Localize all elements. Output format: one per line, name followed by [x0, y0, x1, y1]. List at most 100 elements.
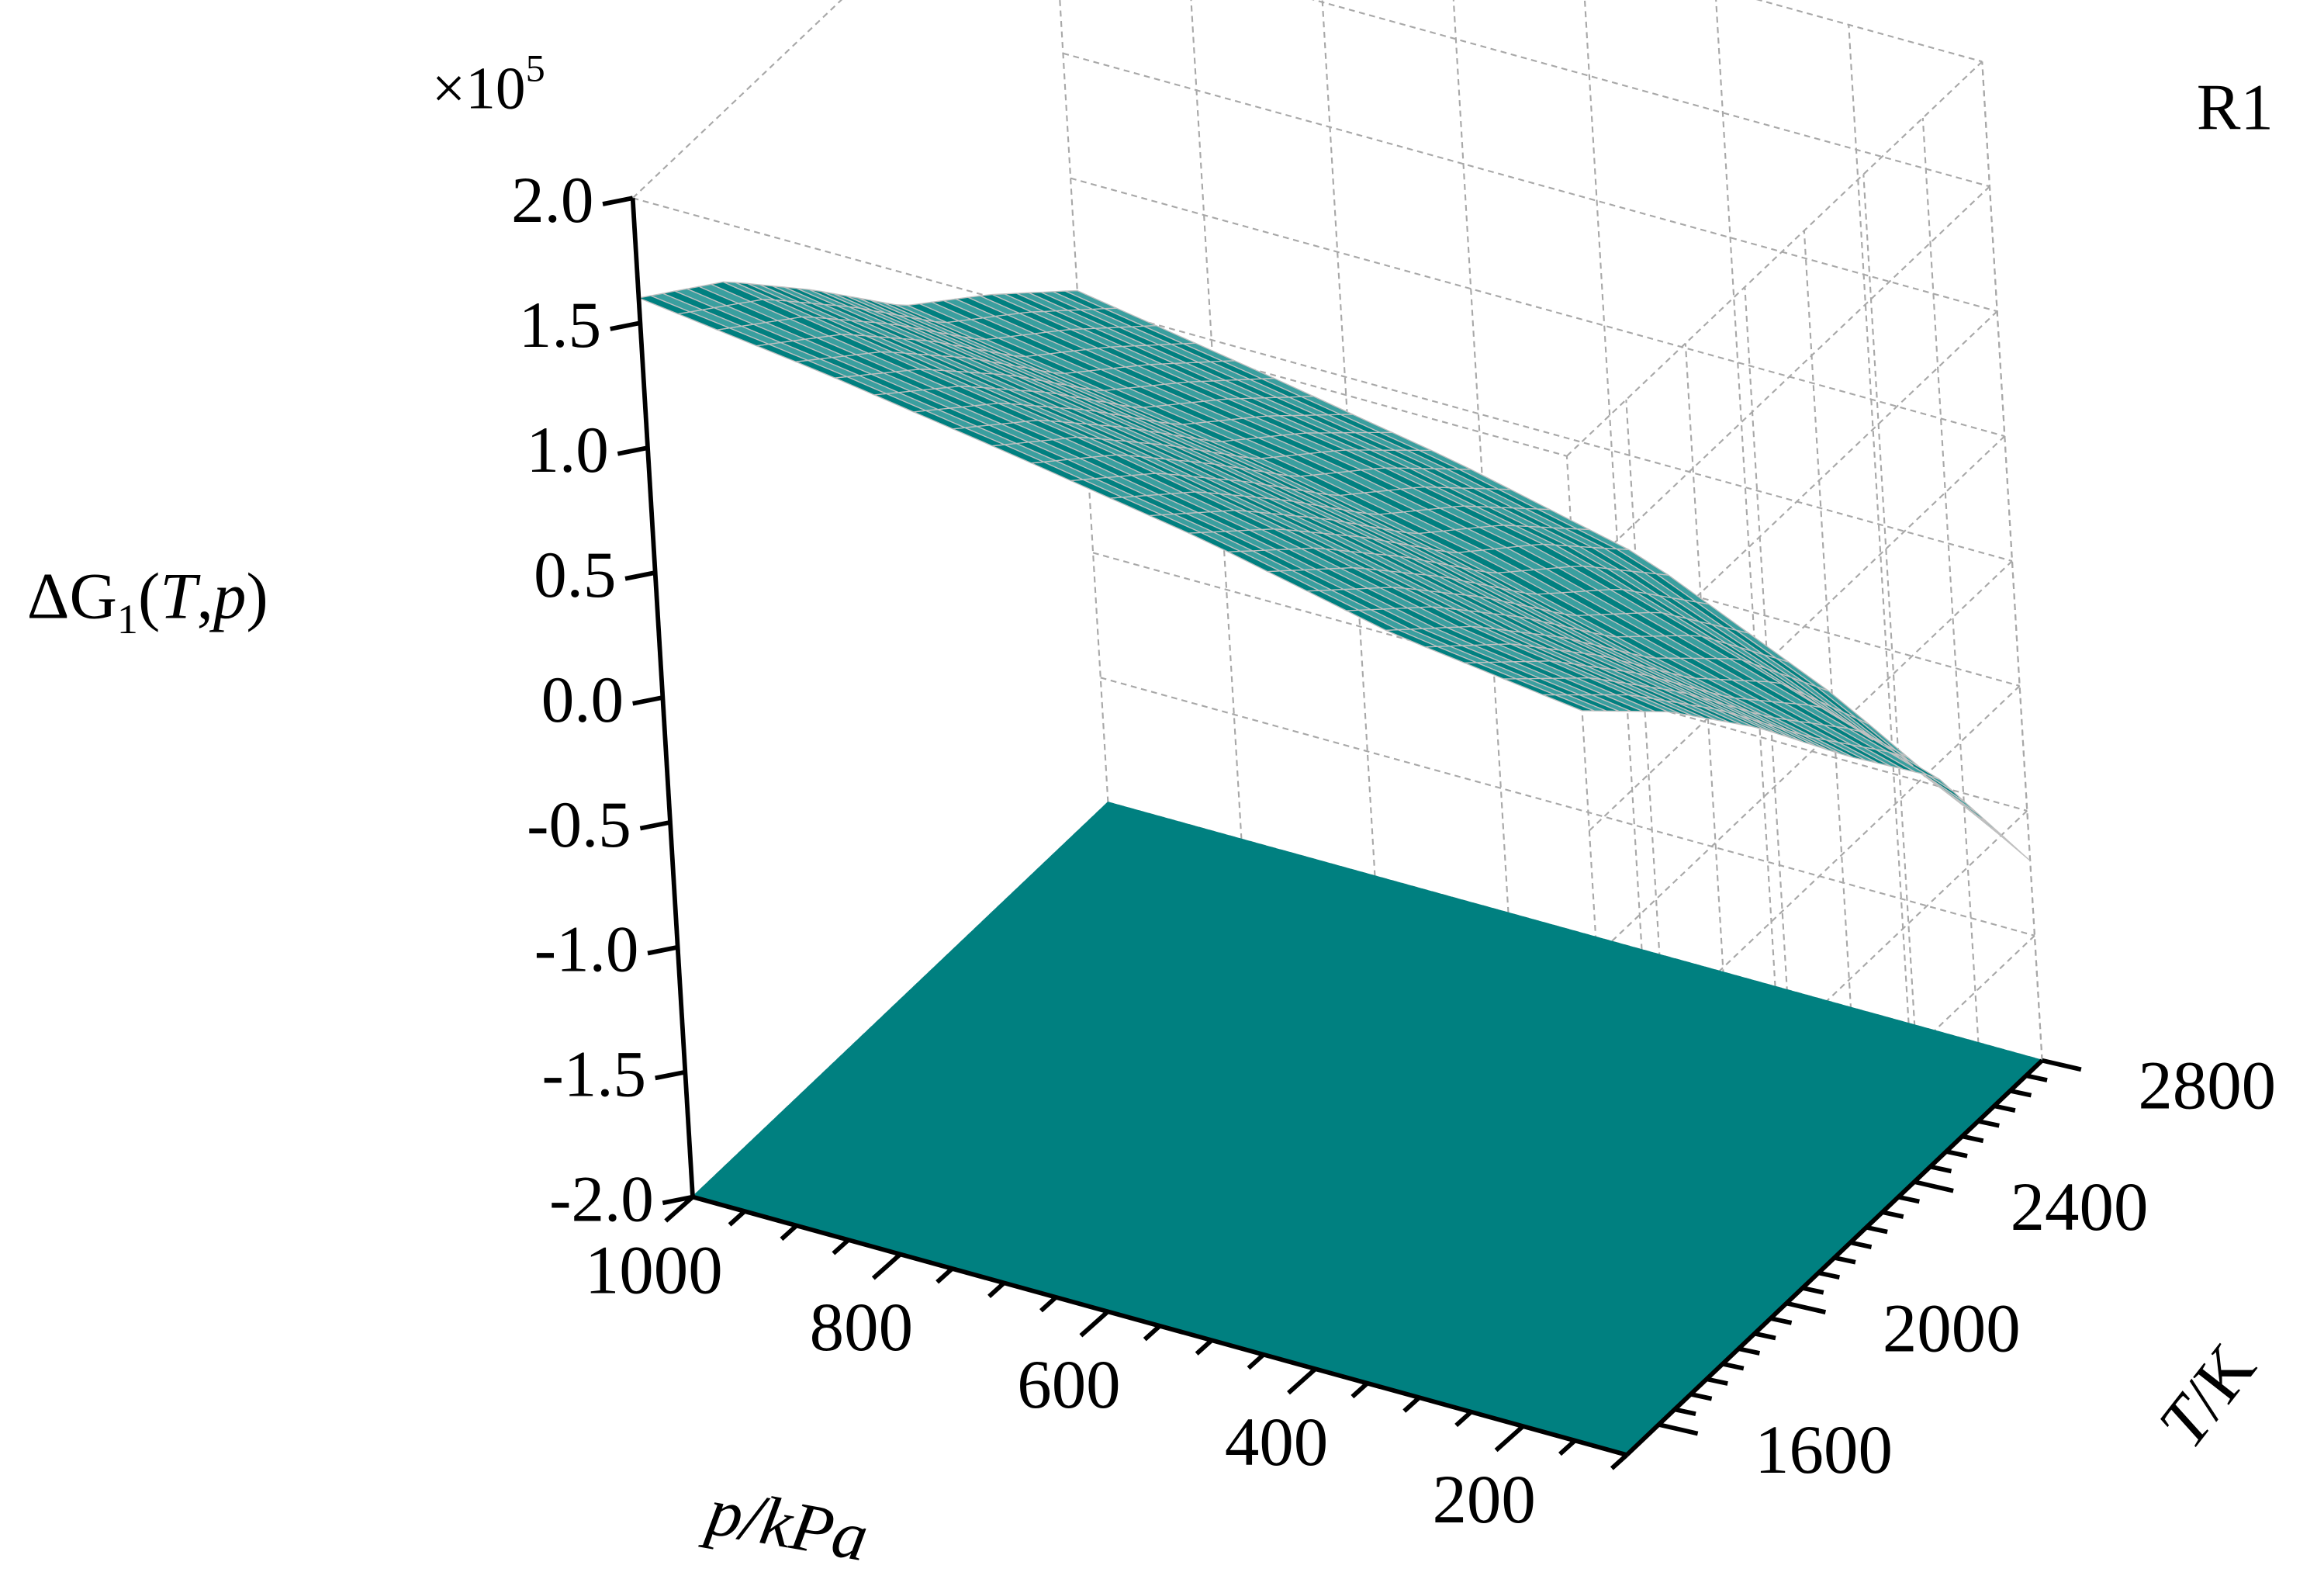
z-tick-label: 2.0 [511, 164, 593, 237]
z-tick-mark [602, 196, 634, 206]
side-wall-gridline [1190, 0, 1243, 840]
t-tick-mark [1738, 1346, 1761, 1356]
z-tick-mark [617, 445, 648, 456]
back-wall-gridline [1803, 230, 1866, 1230]
p-tick-label: 1000 [585, 1232, 723, 1308]
top-edge [631, 0, 843, 199]
p-tick-label: 600 [1017, 1347, 1120, 1423]
z-tick-label: -1.0 [534, 913, 639, 986]
t-tick-mark [1769, 1316, 1793, 1325]
z-multiplier-base: ×10 [432, 54, 526, 121]
z-tick-label: -1.5 [541, 1038, 646, 1111]
t-tick-mark [2009, 1088, 2032, 1098]
t-tick-mark [1722, 1361, 1745, 1371]
t-tick-mark [1897, 1194, 1920, 1204]
p-tick-mark [728, 1209, 746, 1227]
side-wall-gridline [1715, 0, 1776, 987]
p-tick-mark [1350, 1381, 1369, 1399]
t-tick-label: 2800 [2138, 1048, 2276, 1124]
z-axis-label: ΔG1(T,p) [27, 559, 268, 642]
p-tick-mark [1143, 1324, 1162, 1342]
t-tick-mark [1802, 1286, 1824, 1295]
p-tick-label: 400 [1225, 1404, 1328, 1480]
z-tick-mark [662, 1194, 693, 1206]
t-tick-label: 1600 [1755, 1412, 1893, 1488]
p-tick-label: 200 [1432, 1462, 1535, 1538]
p-tick-mark [1039, 1295, 1058, 1313]
p-tick-mark [1454, 1410, 1473, 1428]
back-wall-gridline [1566, 61, 1983, 457]
side-wall-gridline [1981, 61, 2043, 1061]
t-tick-mark [1706, 1377, 1728, 1386]
z-tick-mark [610, 320, 641, 331]
z-label-p: p [209, 559, 247, 632]
p-tick-mark [1610, 1453, 1629, 1470]
back-wall-gridline [1744, 286, 1806, 1287]
back-wall-gridline [1862, 174, 1925, 1173]
t-tick-mark [1674, 1407, 1696, 1417]
side-wall-gridline [1311, 0, 1990, 188]
p-tick-mark [1195, 1338, 1213, 1356]
t-tick-label: 2000 [1883, 1290, 2021, 1366]
z-tick-mark [639, 819, 671, 831]
side-wall-gridline [1583, 0, 1643, 951]
surface-cell [637, 295, 692, 315]
t-axis-label: T/K [2144, 1330, 2270, 1461]
panel-label: R1 [2197, 71, 2274, 144]
t-tick-label: 2400 [2011, 1169, 2149, 1245]
t-tick-mark [1962, 1134, 1984, 1144]
back-wall-gridline [1684, 343, 1747, 1342]
z-tick-label: 0.0 [541, 663, 624, 736]
side-wall-gridline [1063, 52, 1997, 313]
p-tick-mark [1247, 1352, 1265, 1370]
z-label-close: ) [246, 559, 268, 632]
t-tick-mark [2025, 1073, 2048, 1082]
t-tick-mark [1817, 1270, 1840, 1280]
z-multiplier-exp: 5 [526, 47, 545, 90]
side-wall-gridline [1100, 677, 2035, 937]
t-tick-mark [1834, 1255, 1856, 1265]
t-tick-mark [1914, 1179, 1954, 1193]
p-tick-label: 800 [810, 1290, 913, 1366]
p-tick-mark [871, 1252, 902, 1280]
side-wall-gridline [1452, 0, 1510, 913]
t-tick-mark [1786, 1300, 1827, 1314]
z-tick-label: 1.5 [519, 289, 601, 362]
t-tick-mark [1658, 1422, 1699, 1436]
t-tick-mark [1689, 1392, 1713, 1401]
z-tick-mark [632, 695, 663, 706]
z-tick-mark [655, 1069, 686, 1081]
back-wall-gridline [1573, 185, 1990, 582]
z-multiplier: ×105 [432, 47, 545, 122]
t-tick-mark [1945, 1149, 1968, 1158]
side-wall-gridline [1755, 0, 1983, 63]
p-tick-mark [1494, 1424, 1525, 1453]
surface-plot [637, 281, 2031, 861]
p-tick-mark [1558, 1439, 1577, 1456]
z-label-comma: , [197, 559, 213, 632]
z-label-main: ΔG [27, 559, 117, 632]
side-wall-gridline [1848, 24, 1910, 1024]
p-tick-mark [1079, 1310, 1110, 1338]
side-wall-gridline [1077, 302, 2013, 563]
z-tick-label: -0.5 [527, 788, 631, 861]
back-wall-gridline [1596, 560, 2013, 957]
z-tick-label: -2.0 [549, 1163, 654, 1236]
t-tick-mark [1929, 1164, 1952, 1174]
t-tick-mark [1866, 1224, 1888, 1235]
t-tick-mark [1849, 1240, 1873, 1249]
t-tick-mark [1882, 1210, 1904, 1219]
p-label-unit: /kPa [732, 1479, 873, 1577]
z-tick-mark [624, 570, 656, 581]
axes [602, 196, 2082, 1470]
p-tick-mark [832, 1238, 850, 1255]
p-tick-mark [935, 1266, 954, 1284]
back-wall-gridline [1589, 435, 2006, 832]
z-label-t: T [160, 559, 201, 632]
t-tick-mark [2041, 1058, 2082, 1072]
p-tick-mark [780, 1224, 798, 1242]
z-label-open: ( [138, 559, 160, 632]
z-tick-label: 1.0 [526, 414, 608, 487]
